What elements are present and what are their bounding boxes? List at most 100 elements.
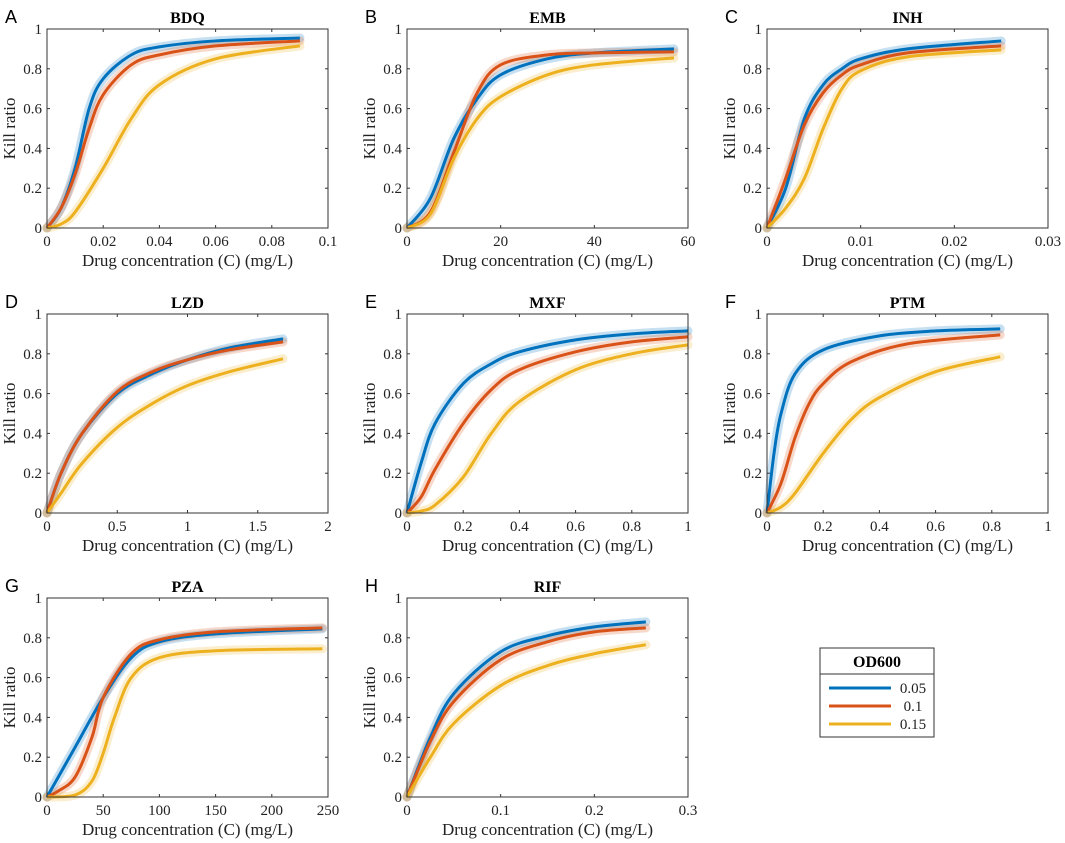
y-tick-label: 0.4: [383, 141, 402, 157]
x-tick-label: 0: [43, 234, 51, 250]
y-tick-label: 0.6: [383, 671, 402, 687]
x-tick-label: 0.4: [510, 519, 529, 535]
panel-letter: B: [365, 7, 377, 27]
x-tick-label: 0: [403, 803, 411, 819]
y-tick-label: 0.2: [743, 466, 762, 482]
series-line-od-0.15: [766, 355, 1001, 515]
legend-entry: 0.15: [900, 717, 926, 733]
series-line-od-0.15: [45, 357, 284, 514]
x-tick-label: 0.04: [146, 234, 173, 250]
x-tick-label: 1.5: [248, 519, 267, 535]
x-tick-label: 0: [43, 519, 51, 535]
x-tick-label: 0.02: [90, 234, 116, 250]
y-tick-label: 0.2: [23, 181, 42, 197]
panel-title: LZD: [171, 295, 204, 312]
panel-lzd: D LZD 0 0.2 0.4 0.6 0.8 1 0 0.5 1 1.5 2 Drug concentr…: [0, 292, 332, 555]
y-tick-label: 0.8: [383, 631, 402, 647]
y-tick-label: 0.8: [383, 347, 402, 363]
axes-box: [766, 313, 1049, 514]
y-tick-label: 0.4: [743, 426, 762, 442]
panel-letter: H: [365, 576, 378, 596]
x-axis-label: Drug concentration (C) (mg/L): [82, 251, 293, 270]
x-tick-label: 0.5: [108, 519, 127, 535]
y-tick-label: 0.2: [23, 466, 42, 482]
y-tick-label: 0.4: [23, 141, 42, 157]
panel-letter: A: [5, 7, 17, 27]
x-axis-label: Drug concentration (C) (mg/L): [442, 536, 653, 555]
panel-letter: C: [725, 7, 738, 27]
y-tick-label: 0.6: [743, 387, 762, 403]
panel-bdq: A BDQ 0 0.2 0.4 0.6 0.8 1 0 0.02 0.04 0.06 0.08 0.1 Dr…: [0, 7, 337, 270]
x-tick-label: 0.8: [982, 519, 1001, 535]
axes-box: [46, 597, 329, 798]
y-tick-label: 0: [395, 221, 403, 237]
panel-title: EMB: [529, 10, 566, 27]
panel-letter: F: [725, 292, 736, 312]
y-axis-label: Kill ratio: [360, 667, 379, 729]
axes-box: [406, 597, 689, 798]
series-line-od-0.1: [405, 335, 689, 515]
legend-entry: 0.05: [900, 681, 926, 697]
series-line-od-0.15: [406, 343, 689, 515]
series-line-od-0.15: [46, 44, 301, 230]
series-line-od-0.1: [405, 626, 646, 798]
legend-entry: 0.1: [904, 699, 923, 715]
panel-title: PZA: [172, 579, 204, 596]
x-tick-label: 0: [43, 803, 51, 819]
series-line-od-0.1: [45, 340, 284, 514]
y-tick-label: 0.2: [383, 466, 402, 482]
y-tick-label: 0.8: [743, 347, 762, 363]
series-line-od-0.15: [46, 647, 323, 799]
series-line-od-0.1: [46, 626, 323, 799]
panel-emb: B EMB 0 0.2 0.4 0.6 0.8 1 0 20 40 60 Drug concentrat…: [360, 7, 696, 270]
panel-title: MXF: [529, 295, 566, 312]
panel-letter: E: [365, 292, 377, 312]
panel-mxf: E MXF 0 0.2 0.4 0.6 0.8 1 0 0.2 0.4 0.6 0.8 1 Drug con…: [360, 292, 693, 555]
x-tick-label: 60: [681, 234, 696, 250]
y-tick-label: 1: [755, 307, 763, 323]
series-line-od-0.15: [406, 56, 675, 230]
x-tick-label: 0.6: [926, 519, 945, 535]
x-tick-label: 0.08: [259, 234, 285, 250]
axes-box: [406, 28, 689, 229]
x-axis-label: Drug concentration (C) (mg/L): [442, 820, 653, 839]
y-tick-label: 0.6: [23, 671, 42, 687]
x-axis-label: Drug concentration (C) (mg/L): [82, 820, 293, 839]
x-tick-label: 40: [587, 234, 602, 250]
series-line-od-0.1: [765, 333, 1001, 514]
x-axis-label: Drug concentration (C) (mg/L): [442, 251, 653, 270]
x-tick-label: 50: [96, 803, 111, 819]
series-line-od-0.1: [765, 44, 1002, 229]
x-tick-label: 0.3: [679, 803, 698, 819]
y-tick-label: 0.4: [743, 141, 762, 157]
x-tick-label: 250: [317, 803, 340, 819]
y-tick-label: 0.6: [383, 102, 402, 118]
y-tick-label: 0: [395, 506, 403, 522]
x-tick-label: 0.02: [941, 234, 967, 250]
legend-box: [819, 647, 935, 738]
y-tick-label: 0.2: [23, 750, 42, 766]
confidence-band: [762, 352, 1005, 518]
panel-title: INH: [892, 10, 923, 27]
y-axis-label: Kill ratio: [0, 383, 19, 445]
x-tick-label: 0.4: [870, 519, 889, 535]
panel-letter: D: [5, 292, 18, 312]
panel-ptm: F PTM 0 0.2 0.4 0.6 0.8 1 0 0.2 0.4 0.6 0.8 1 Drug con…: [720, 292, 1052, 555]
y-tick-label: 0.6: [743, 102, 762, 118]
x-tick-label: 0: [403, 234, 411, 250]
y-axis-label: Kill ratio: [360, 98, 379, 160]
y-tick-label: 0.2: [743, 181, 762, 197]
y-tick-label: 0: [35, 506, 43, 522]
x-tick-label: 0.2: [585, 803, 604, 819]
y-tick-label: 0.8: [743, 62, 762, 78]
x-axis-label: Drug concentration (C) (mg/L): [802, 536, 1013, 555]
y-tick-label: 1: [35, 591, 43, 607]
x-tick-label: 1: [1044, 519, 1052, 535]
legend-title: OD600: [853, 654, 901, 671]
series-line-od-0.05: [765, 39, 1002, 229]
panel-title: BDQ: [170, 10, 205, 27]
y-tick-label: 1: [395, 307, 403, 323]
x-tick-label: 0: [763, 234, 771, 250]
x-tick-label: 1: [684, 519, 692, 535]
